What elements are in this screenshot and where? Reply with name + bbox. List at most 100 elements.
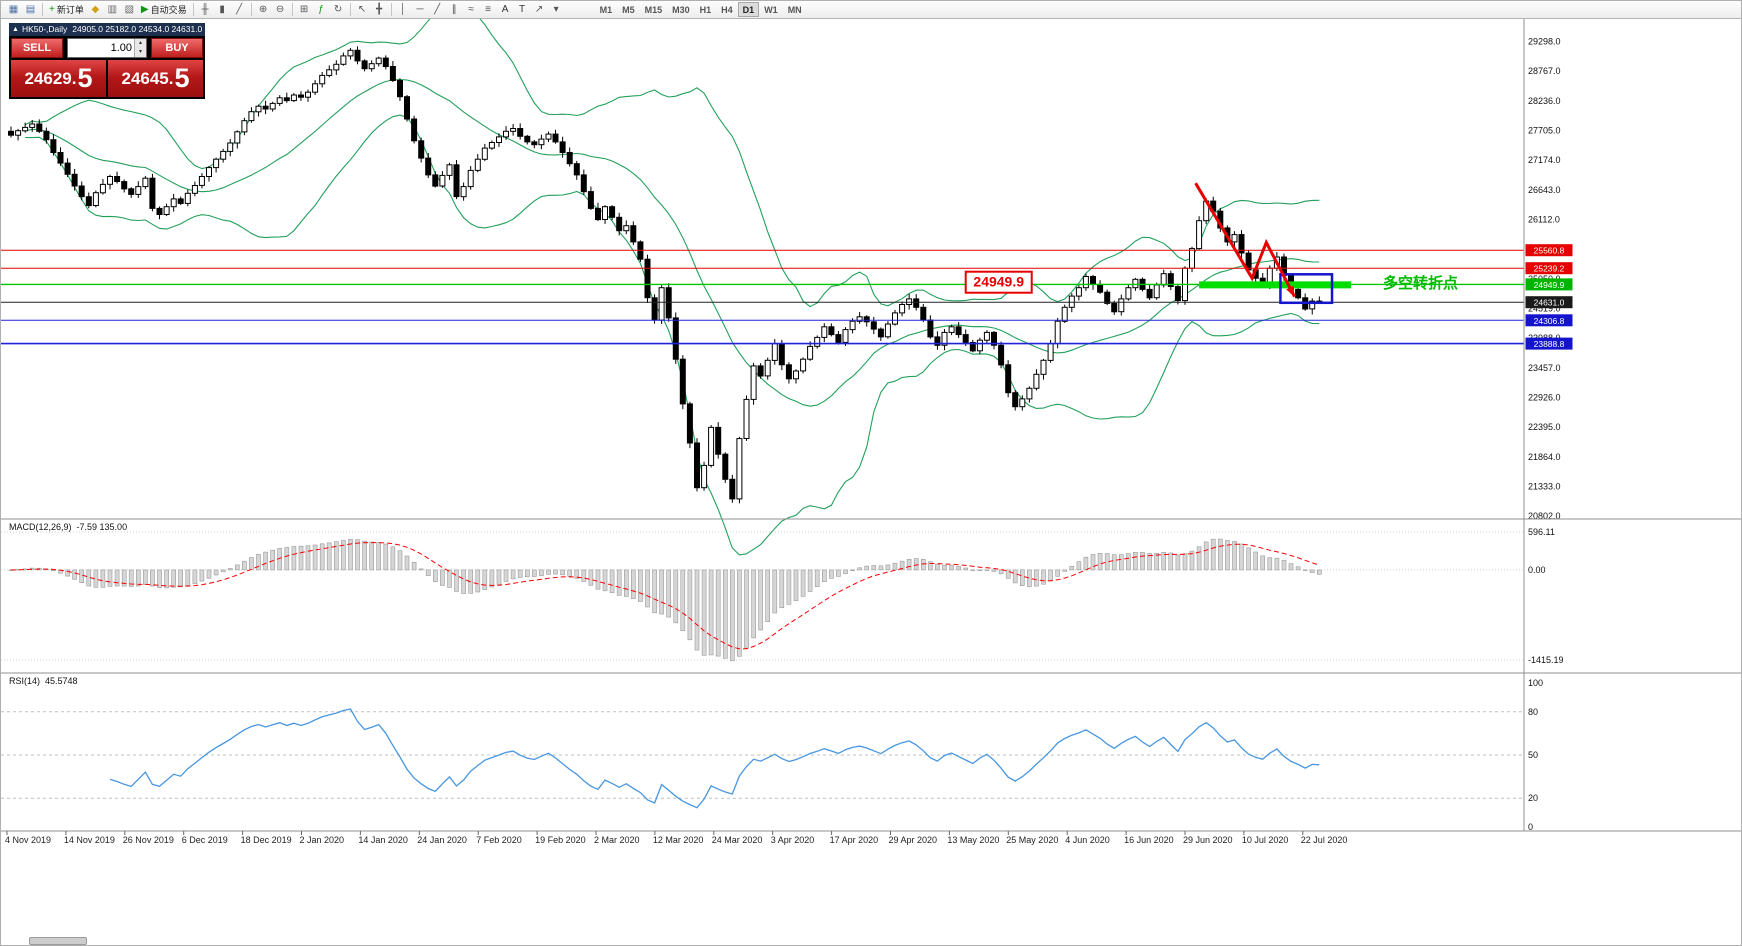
bullish-candle — [623, 225, 630, 232]
macd-bar — [744, 569, 749, 649]
bearish-candle — [177, 198, 184, 204]
macd-bar — [411, 561, 417, 571]
tile-windows-button[interactable]: ⊞ — [296, 2, 313, 18]
timeframe-w1[interactable]: W1 — [764, 5, 778, 15]
channel-button[interactable]: ∥ — [446, 2, 463, 18]
sell-button[interactable]: SELL — [11, 38, 63, 58]
macd-bar — [1083, 556, 1089, 571]
new-chart-button[interactable]: ▦ — [5, 2, 22, 18]
timeframe-h1[interactable]: H1 — [699, 5, 712, 15]
navigator-button[interactable]: ▧ — [121, 2, 138, 18]
timeframe-mn[interactable]: MN — [787, 5, 802, 15]
chart-profiles-button[interactable]: ▤ — [22, 2, 39, 18]
grid-button[interactable]: ≡ — [480, 2, 497, 18]
date-axis-label: 13 May 2020 — [947, 835, 999, 845]
bearish-candle — [694, 442, 700, 489]
macd-bar — [376, 542, 382, 571]
bearish-candle — [665, 287, 672, 319]
rsi-scale-label: 80 — [1528, 707, 1538, 717]
volume-increment-button[interactable]: ▴ — [135, 39, 146, 48]
chart-window[interactable]: 29298.0 28767.0 28236.0 27705.0 27174.0 26643… — [1, 19, 1742, 946]
bullish-candle — [29, 123, 36, 128]
volume-decrement-button[interactable]: ▾ — [135, 48, 146, 57]
cursor-button[interactable]: ↖ — [354, 2, 371, 18]
macd-bar — [609, 569, 615, 594]
bullish-candle — [1231, 234, 1238, 243]
bearish-candle — [679, 358, 686, 405]
auto-trading-button[interactable]: ▶ 自动交易 — [138, 2, 190, 18]
bullish-candle — [538, 138, 545, 146]
macd-bar — [136, 569, 141, 587]
arrows-button[interactable]: ↗ — [531, 2, 548, 18]
market-watch-button[interactable]: ◆ — [87, 2, 104, 18]
trendline-button[interactable]: ╱ — [429, 2, 446, 18]
fibonacci-button[interactable]: ≈ — [463, 2, 480, 18]
crosshair-button[interactable]: ╋ — [371, 2, 388, 18]
data-window-button[interactable]: ▥ — [104, 2, 121, 18]
timeframe-m1[interactable]: M1 — [599, 5, 613, 15]
new-order-button[interactable]: + 新订单 — [46, 2, 87, 18]
macd-bar — [546, 569, 551, 575]
turning-point-annotation[interactable]: 多空转折点 — [1383, 274, 1458, 292]
bar-chart-button[interactable]: ╫ — [197, 2, 214, 18]
indicators-icon: ƒ — [318, 3, 324, 15]
macd-bar — [729, 569, 735, 662]
horizontal-scrollbar-thumb[interactable] — [29, 937, 87, 945]
chart-canvas[interactable]: 29298.0 28767.0 28236.0 27705.0 27174.0 26643… — [1, 19, 1742, 946]
line-chart-button[interactable]: ╱ — [231, 2, 248, 18]
bullish-candle — [1153, 284, 1160, 299]
bullish-candle — [460, 186, 467, 198]
bullish-candle — [1118, 298, 1125, 313]
bearish-candle — [1090, 276, 1096, 285]
price-badge-text: 24631.0 — [1534, 298, 1565, 308]
timeframe-d1[interactable]: D1 — [737, 2, 760, 17]
rsi-scale-label: 0 — [1528, 822, 1533, 832]
price-tick-label: 21864.0 — [1528, 452, 1561, 462]
chart-symbol-header[interactable]: ▲ HK50-,Daily 24905.0 25182.0 24534.0 24… — [9, 23, 205, 36]
zigzag-arrow[interactable] — [1194, 182, 1296, 298]
objects-dropdown-button[interactable]: ▾ — [548, 2, 565, 18]
macd-bar — [878, 565, 884, 571]
candlestick-chart-button[interactable]: ▮ — [214, 2, 231, 18]
macd-bar — [390, 546, 396, 571]
highlight-rectangle[interactable] — [1279, 273, 1334, 305]
sell-price[interactable]: 24629. 5 — [11, 60, 106, 97]
text-icon: A — [501, 3, 509, 15]
zoom-in-button[interactable]: ⊕ — [255, 2, 272, 18]
macd-bar — [588, 569, 594, 586]
label-button[interactable]: T — [514, 2, 531, 18]
bearish-candle — [517, 128, 524, 137]
macd-bar — [701, 569, 707, 656]
macd-bar — [1076, 561, 1082, 571]
buy-price[interactable]: 24645. 5 — [108, 60, 203, 97]
timeframe-m15[interactable]: M15 — [644, 5, 663, 15]
indicators-button[interactable]: ƒ — [313, 2, 330, 18]
text-button[interactable]: A — [497, 2, 514, 18]
macd-bar — [362, 540, 367, 571]
timeframe-h4[interactable]: H4 — [721, 5, 733, 15]
macd-bar — [1182, 553, 1188, 571]
timeframe-m5[interactable]: M5 — [622, 5, 635, 15]
vertical-line-button[interactable]: │ — [395, 2, 412, 18]
buy-button[interactable]: BUY — [151, 38, 203, 58]
bearish-candle — [283, 97, 290, 102]
bearish-candle — [785, 364, 792, 380]
collapse-panel-icon[interactable]: ▲ — [12, 26, 19, 33]
timeframe-m30[interactable]: M30 — [672, 5, 690, 15]
time-axis[interactable]: 4 Nov 2019 14 Nov 2019 26 Nov 2019 6 Dec 20… — [5, 831, 1347, 845]
zoom-out-button[interactable]: ⊖ — [272, 2, 289, 18]
macd-bar — [397, 550, 403, 571]
toolbar-separator — [42, 3, 43, 16]
toolbar-separator — [192, 3, 194, 16]
templates-button[interactable]: ↻ — [330, 2, 347, 18]
volume-input[interactable] — [68, 39, 134, 57]
chart-annotations[interactable]: 24949.9 多空转折点 — [964, 182, 1458, 305]
price-badge — [1525, 244, 1573, 257]
macd-bar — [892, 562, 898, 571]
macd-bar — [510, 569, 516, 580]
bollinger-upper-band — [24, 19, 1320, 308]
price-callout-box[interactable] — [964, 270, 1033, 294]
bearish-candle — [609, 206, 616, 218]
horizontal-line-button[interactable]: ─ — [412, 2, 429, 18]
